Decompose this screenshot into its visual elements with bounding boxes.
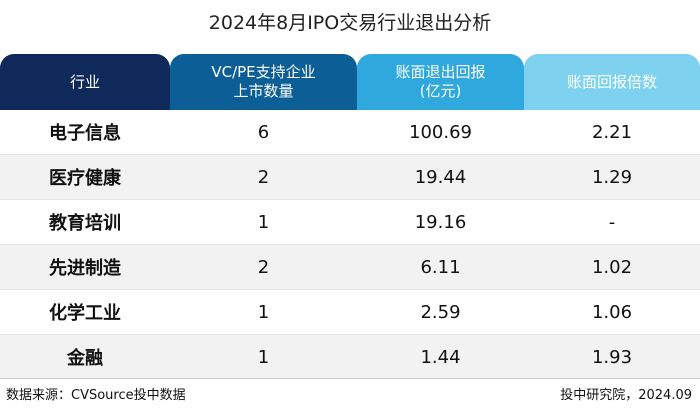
header-count-label: VC/PE支持企业 上市数量 — [211, 63, 315, 101]
cell-book-return: 19.16 — [414, 211, 467, 233]
header-count: VC/PE支持企业 上市数量 — [170, 54, 357, 110]
cell-count: 1 — [257, 346, 270, 368]
cell-book-return: 2.59 — [420, 301, 461, 323]
cell-count: 2 — [257, 166, 270, 188]
cell-multiple: 1.29 — [591, 166, 633, 188]
data-table: 行业 VC/PE支持企业 上市数量 账面退出回报 (亿元) 账面回报倍数 电子信… — [0, 54, 700, 379]
table-row: 电子信息 6 100.69 2.21 — [0, 110, 700, 155]
cell-count: 6 — [257, 121, 270, 143]
data-source-note: 数据来源：CVSource投中数据 — [6, 388, 186, 403]
cell-book-return: 19.44 — [414, 166, 467, 188]
cell-multiple: - — [608, 211, 616, 233]
header-multiple-label: 账面回报倍数 — [566, 72, 657, 91]
cell-count: 1 — [257, 301, 270, 323]
table-row: 医疗健康 2 19.44 1.29 — [0, 155, 700, 200]
header-book-line2: (亿元) — [419, 82, 462, 100]
cell-multiple: 2.21 — [591, 121, 633, 143]
cell-multiple: 1.93 — [591, 346, 633, 368]
cell-industry: 电子信息 — [49, 123, 121, 144]
table-row: 教育培训 1 19.16 - — [0, 200, 700, 245]
header-industry-label: 行业 — [69, 72, 100, 91]
cell-industry: 先进制造 — [49, 258, 121, 279]
table-row: 化学工业 1 2.59 1.06 — [0, 290, 700, 335]
cell-book-return: 6.11 — [420, 256, 461, 278]
cell-industry: 金融 — [67, 348, 103, 369]
cell-industry: 医疗健康 — [49, 168, 121, 189]
header-multiple: 账面回报倍数 — [524, 54, 700, 110]
cell-count: 1 — [257, 211, 270, 233]
cell-industry: 教育培训 — [49, 213, 121, 234]
header-count-line1: VC/PE支持企业 — [211, 63, 316, 81]
header-book-label: 账面退出回报 (亿元) — [395, 63, 485, 101]
table-row: 金融 1 1.44 1.93 — [0, 335, 700, 379]
footer-divider — [0, 378, 700, 379]
cell-count: 2 — [257, 256, 270, 278]
header-industry: 行业 — [0, 54, 170, 110]
header-book-return: 账面退出回报 (亿元) — [357, 54, 524, 110]
cell-book-return: 100.69 — [409, 121, 472, 143]
table-header: 行业 VC/PE支持企业 上市数量 账面退出回报 (亿元) 账面回报倍数 — [0, 54, 700, 110]
cell-book-return: 1.44 — [420, 346, 461, 368]
cell-industry: 化学工业 — [49, 303, 121, 324]
publisher-credit: 投中研究院，2024.09 — [560, 388, 692, 403]
header-count-line2: 上市数量 — [233, 82, 294, 100]
page-title: 2024年8月IPO交易行业退出分析 — [208, 12, 492, 34]
cell-multiple: 1.02 — [591, 256, 633, 278]
cell-multiple: 1.06 — [591, 301, 633, 323]
table-row: 先进制造 2 6.11 1.02 — [0, 245, 700, 290]
header-book-line1: 账面退出回报 — [395, 63, 486, 81]
